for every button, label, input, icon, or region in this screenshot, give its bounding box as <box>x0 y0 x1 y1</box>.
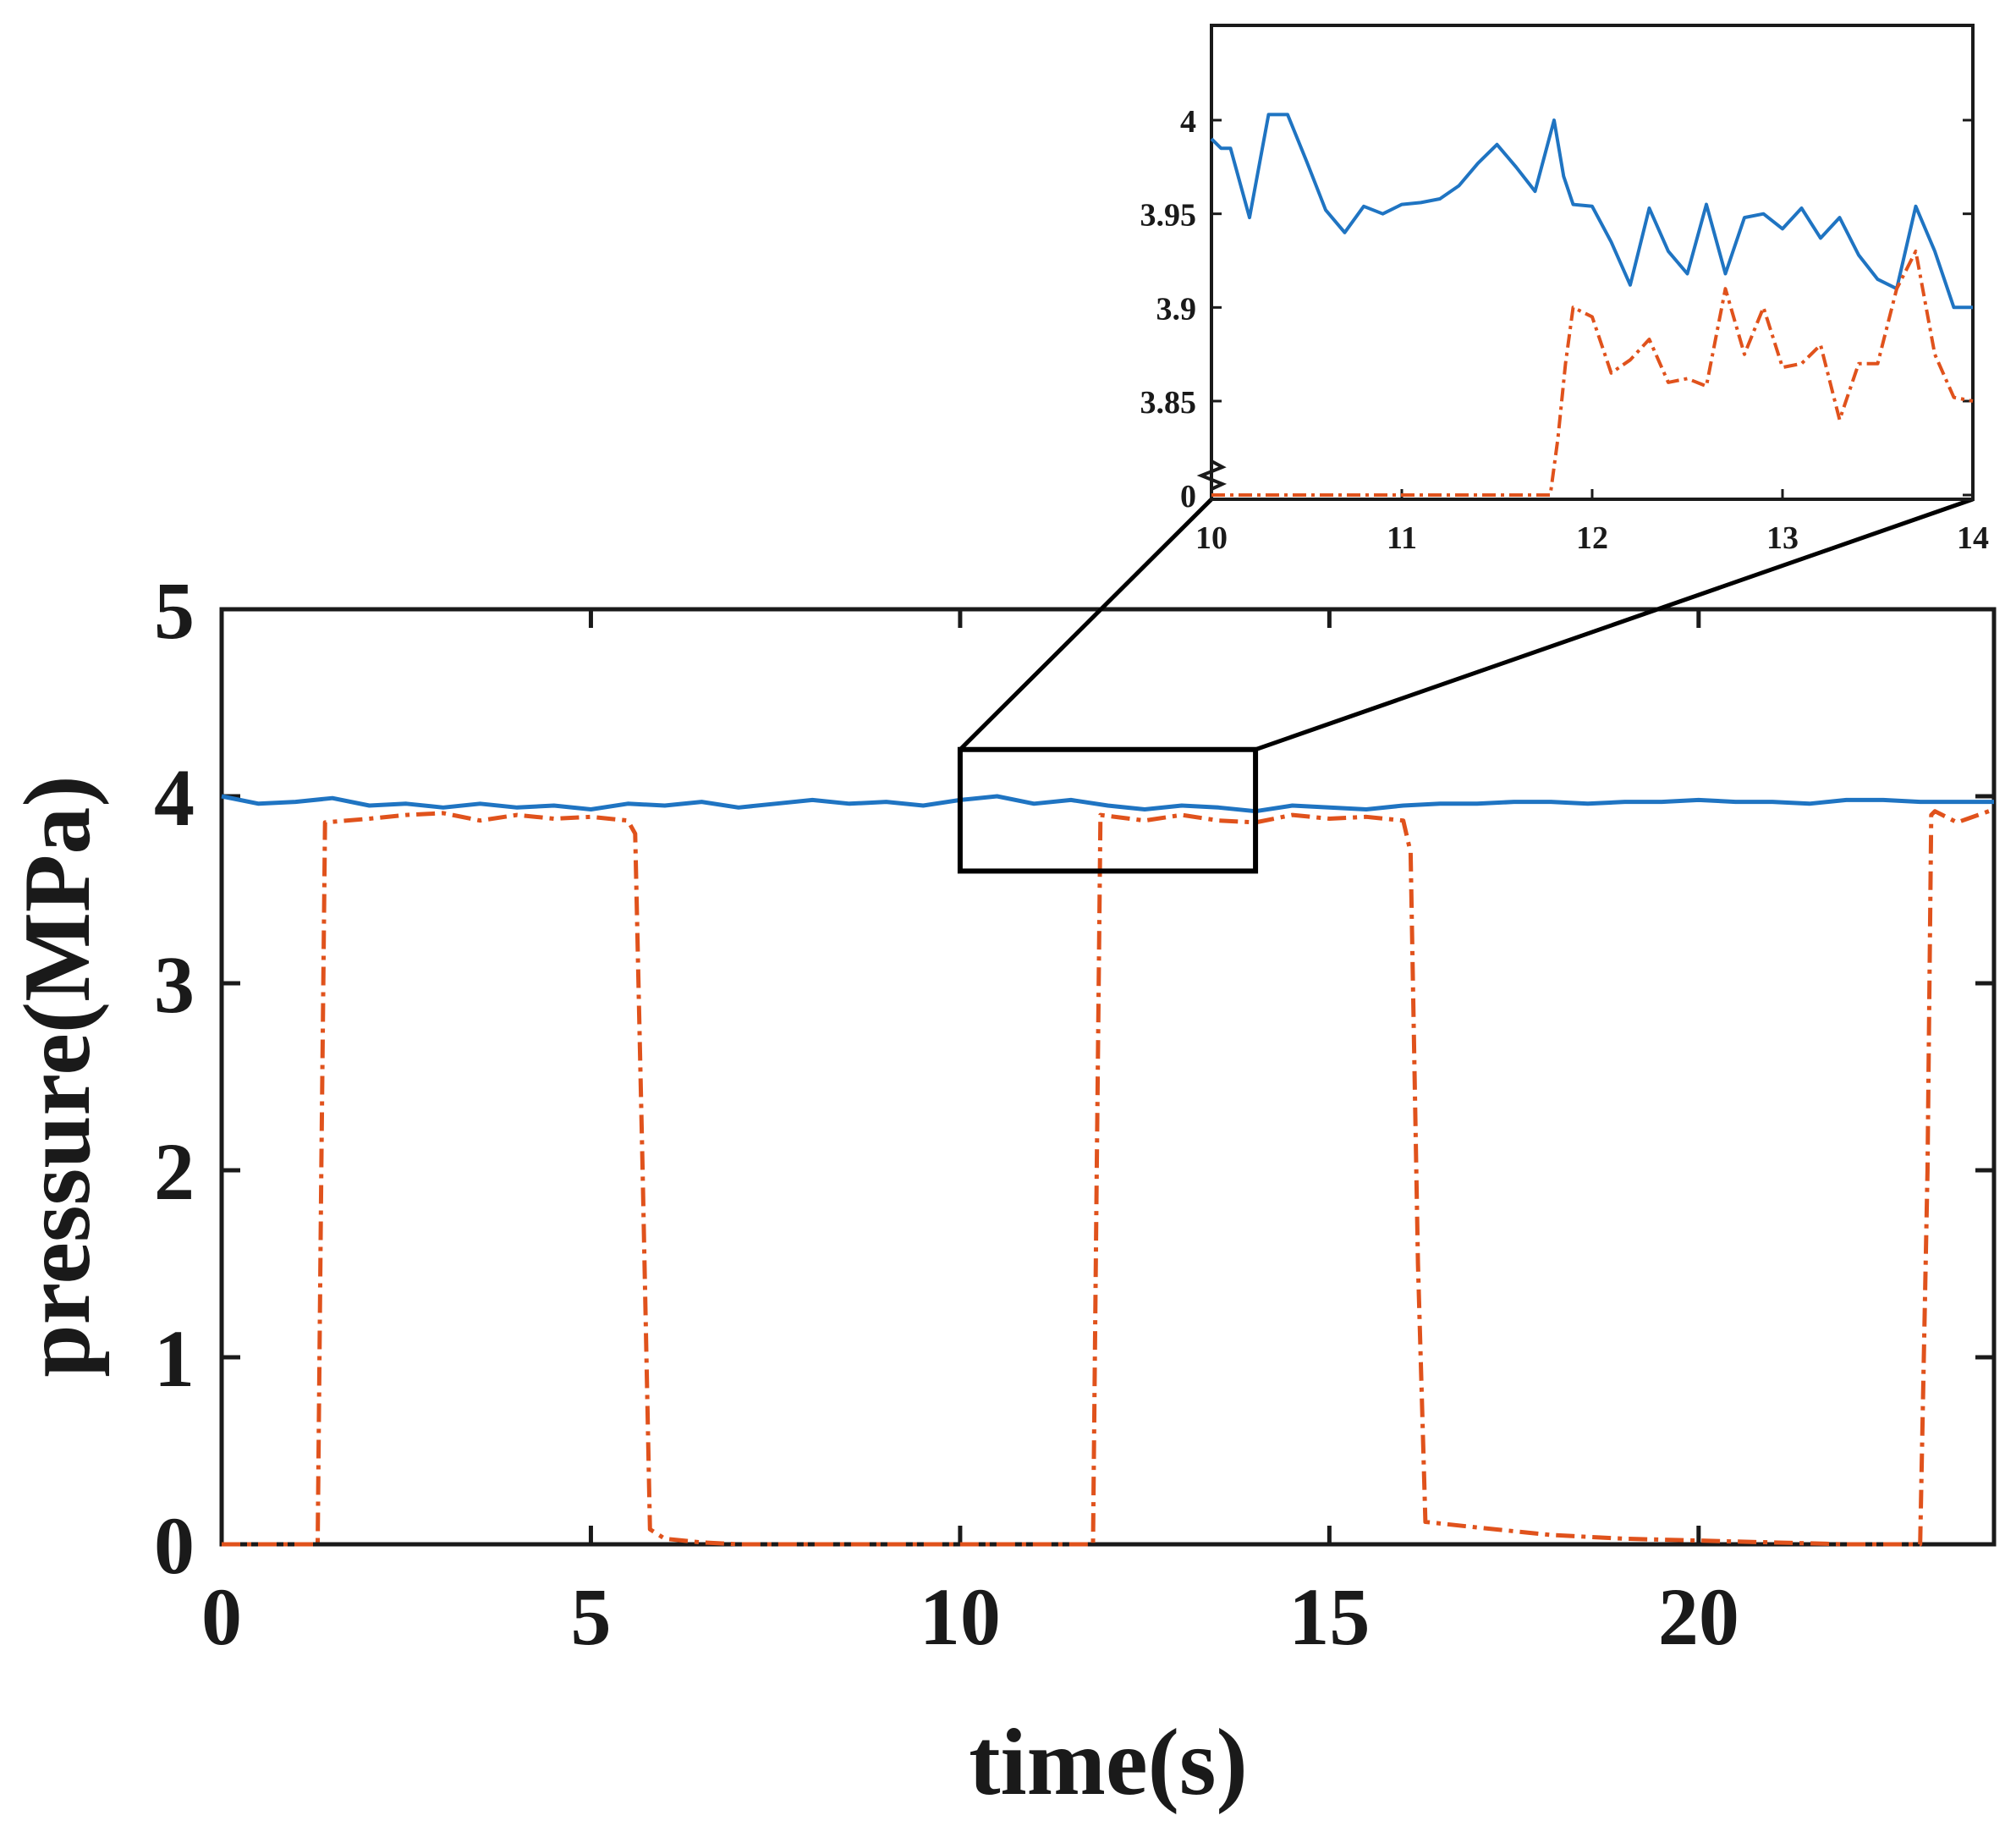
inset-plot-background <box>1211 25 1973 499</box>
series-line-supply <box>221 794 1994 814</box>
y-tick-label: 5 <box>154 565 195 656</box>
y-tick-label: 0 <box>154 1500 195 1591</box>
inset-y-tick-label: 0 <box>1180 479 1196 514</box>
y-tick-label: 2 <box>154 1126 195 1217</box>
inset-x-tick-label: 11 <box>1387 520 1417 556</box>
main-series <box>221 794 1995 1547</box>
inset-series-line-supply <box>1210 113 1973 310</box>
x-tick-label: 20 <box>1658 1571 1739 1662</box>
zoom-connector-right <box>1255 497 1974 752</box>
main-ticks: 0 5 10 15 20 0 1 2 3 4 5 <box>154 565 1994 1662</box>
zoom-connectors <box>959 497 1974 752</box>
inset-x-tick-label: 14 <box>1957 520 1989 556</box>
inset-series-line-chamber <box>1211 249 1974 497</box>
inset-plot: 10 11 12 13 14 0 3.85 3.9 3.95 4 <box>1140 24 1990 556</box>
inset-y-tick-label: 3.9 <box>1156 291 1197 327</box>
y-axis-label: pressure(MPa) <box>5 775 110 1377</box>
x-tick-label: 10 <box>920 1571 1001 1662</box>
inset-y-tick-label: 4 <box>1180 104 1196 140</box>
inset-series <box>1210 113 1974 497</box>
inset-y-tick-label: 3.95 <box>1140 198 1197 234</box>
zoom-box <box>957 746 1259 874</box>
main-plot-frame <box>219 607 1997 1547</box>
inset-x-tick-label: 10 <box>1195 520 1228 556</box>
x-tick-label: 15 <box>1288 1571 1370 1662</box>
inset-y-tick-label: 3.85 <box>1140 385 1197 421</box>
y-tick-label: 1 <box>154 1313 195 1404</box>
inset-axis-break <box>1196 459 1228 491</box>
series-line-chamber <box>222 807 1995 1547</box>
y-tick-label: 4 <box>154 752 195 843</box>
inset-ticks: 10 11 12 13 14 0 3.85 3.9 3.95 4 <box>1140 104 1990 556</box>
y-tick-label: 3 <box>154 939 195 1030</box>
zoom-connector-left <box>959 498 1213 751</box>
x-tick-label: 5 <box>570 1571 611 1662</box>
inset-x-tick-label: 13 <box>1766 520 1799 556</box>
inset-x-tick-label: 12 <box>1576 520 1608 556</box>
x-axis-label: time(s) <box>969 1710 1248 1815</box>
x-tick-label: 0 <box>201 1571 242 1662</box>
